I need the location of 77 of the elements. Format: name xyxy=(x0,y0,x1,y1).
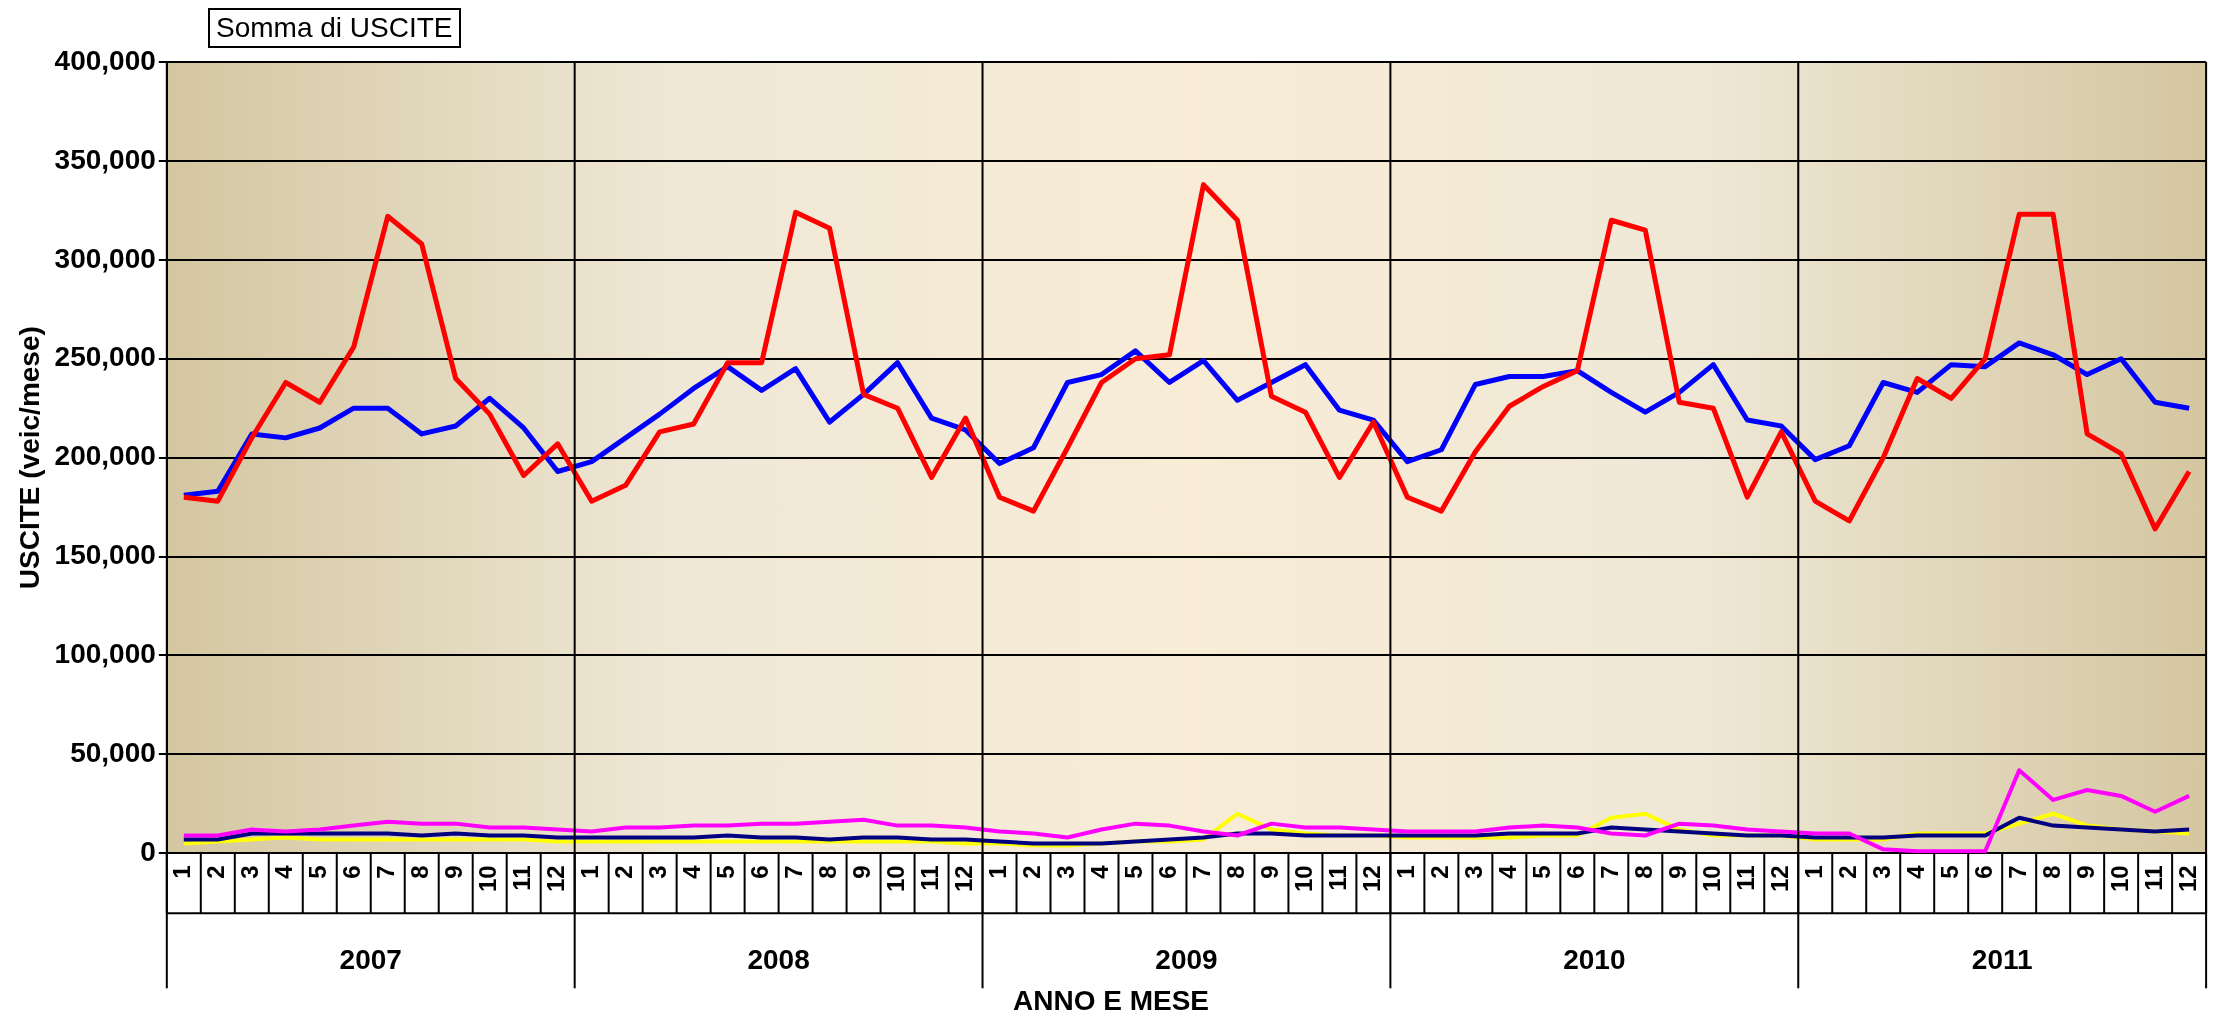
x-tick-label: 6 xyxy=(1969,865,1997,879)
x-tick-label: 4 xyxy=(1493,864,1521,879)
x-tick-label: 1 xyxy=(1799,865,1827,879)
text: 2007 xyxy=(339,944,402,976)
x-tick-label: 3 xyxy=(1867,865,1895,879)
x-axis-title: ANNO E MESE xyxy=(1012,985,1210,1017)
x-tick-label: 11 xyxy=(916,865,944,891)
x-tick-label: 5 xyxy=(712,865,740,879)
x-tick-label: 2 xyxy=(1018,865,1046,879)
x-tick-label: 1 xyxy=(1392,865,1420,879)
x-tick-label: 10 xyxy=(1697,865,1725,893)
x-tick-label: 12 xyxy=(1358,865,1386,893)
x-tick-label: 11 xyxy=(1324,865,1352,891)
x-tick-label: 1 xyxy=(576,865,604,879)
y-tick-label: 350,000 xyxy=(54,143,156,175)
x-tick-label: 10 xyxy=(1290,865,1318,893)
x-tick-label: 10 xyxy=(2105,865,2133,893)
x-tick-label: 5 xyxy=(1120,865,1148,879)
x-tick-label: 4 xyxy=(678,864,706,879)
x-tick-label: 10 xyxy=(882,865,910,893)
x-tick-label: 2 xyxy=(610,865,638,879)
x-tick-label: 8 xyxy=(2037,865,2065,879)
x-tick-label: 1 xyxy=(984,865,1012,879)
x-tick-label: 7 xyxy=(1188,865,1216,879)
x-tick-label: 12 xyxy=(542,865,570,893)
x-tick-label: 3 xyxy=(236,865,264,879)
x-tick-label: 2 xyxy=(1426,865,1453,879)
x-tick-label: 4 xyxy=(270,864,298,879)
x-tick-label: 9 xyxy=(1663,865,1691,879)
y-tick-label: 0 xyxy=(140,836,156,868)
x-tick-label: 6 xyxy=(1561,865,1589,879)
x-tick-label: 9 xyxy=(1256,865,1284,879)
text: 2009 xyxy=(1155,944,1218,976)
text: 2008 xyxy=(747,944,810,976)
x-tick-label: 3 xyxy=(1459,865,1487,879)
x-tick-label: 6 xyxy=(1154,865,1182,879)
x-tick-label: 8 xyxy=(814,865,842,879)
y-tick-label: 250,000 xyxy=(54,341,156,373)
x-tick-label: 8 xyxy=(1629,865,1657,879)
x-tick-label: 7 xyxy=(372,865,400,879)
x-tick-label: 11 xyxy=(2139,865,2167,891)
text: 2010 xyxy=(1563,944,1626,976)
x-tick-label: 4 xyxy=(1901,864,1929,879)
x-tick-label: 12 xyxy=(2173,865,2201,893)
x-tick-label: 7 xyxy=(780,865,808,879)
x-tick-label: 3 xyxy=(1052,865,1080,879)
y-tick-label: 150,000 xyxy=(54,539,156,571)
x-tick-label: 12 xyxy=(1765,865,1793,893)
x-tick-label: 2 xyxy=(1833,865,1861,879)
x-tick-label: 7 xyxy=(1595,865,1623,879)
x-tick-label: 9 xyxy=(848,865,876,879)
x-tick-label: 12 xyxy=(950,865,978,893)
x-tick-label: 2 xyxy=(202,865,230,879)
y-tick-label: 400,000 xyxy=(54,44,156,76)
text: 2011 xyxy=(1971,944,2033,976)
x-tick-label: 6 xyxy=(338,865,366,879)
x-tick-label: 5 xyxy=(1935,865,1963,879)
x-tick-label: 10 xyxy=(474,865,502,893)
y-tick-label: 200,000 xyxy=(54,440,156,472)
y-tick-label: 100,000 xyxy=(54,638,156,670)
x-tick-label: 7 xyxy=(2003,865,2031,879)
x-tick-label: 4 xyxy=(1086,864,1114,879)
y-tick-label: 300,000 xyxy=(54,242,156,274)
x-tick-label: 9 xyxy=(2071,865,2099,879)
x-tick-label: 11 xyxy=(508,865,536,891)
x-tick-label: 6 xyxy=(746,865,774,879)
x-tick-label: 9 xyxy=(440,865,468,879)
x-tick-label: 1 xyxy=(168,865,196,879)
x-tick-label: 5 xyxy=(304,865,332,879)
x-tick-label: 11 xyxy=(1731,865,1759,891)
y-axis-title: USCITE (veic/mese) xyxy=(13,326,45,590)
chart-title: Somma di USCITE xyxy=(208,8,461,48)
x-tick-label: 5 xyxy=(1527,865,1555,879)
x-tick-label: 8 xyxy=(1222,865,1250,879)
y-tick-label: 50,000 xyxy=(70,737,156,769)
x-tick-label: 8 xyxy=(406,865,434,879)
x-tick-label: 3 xyxy=(644,865,672,879)
